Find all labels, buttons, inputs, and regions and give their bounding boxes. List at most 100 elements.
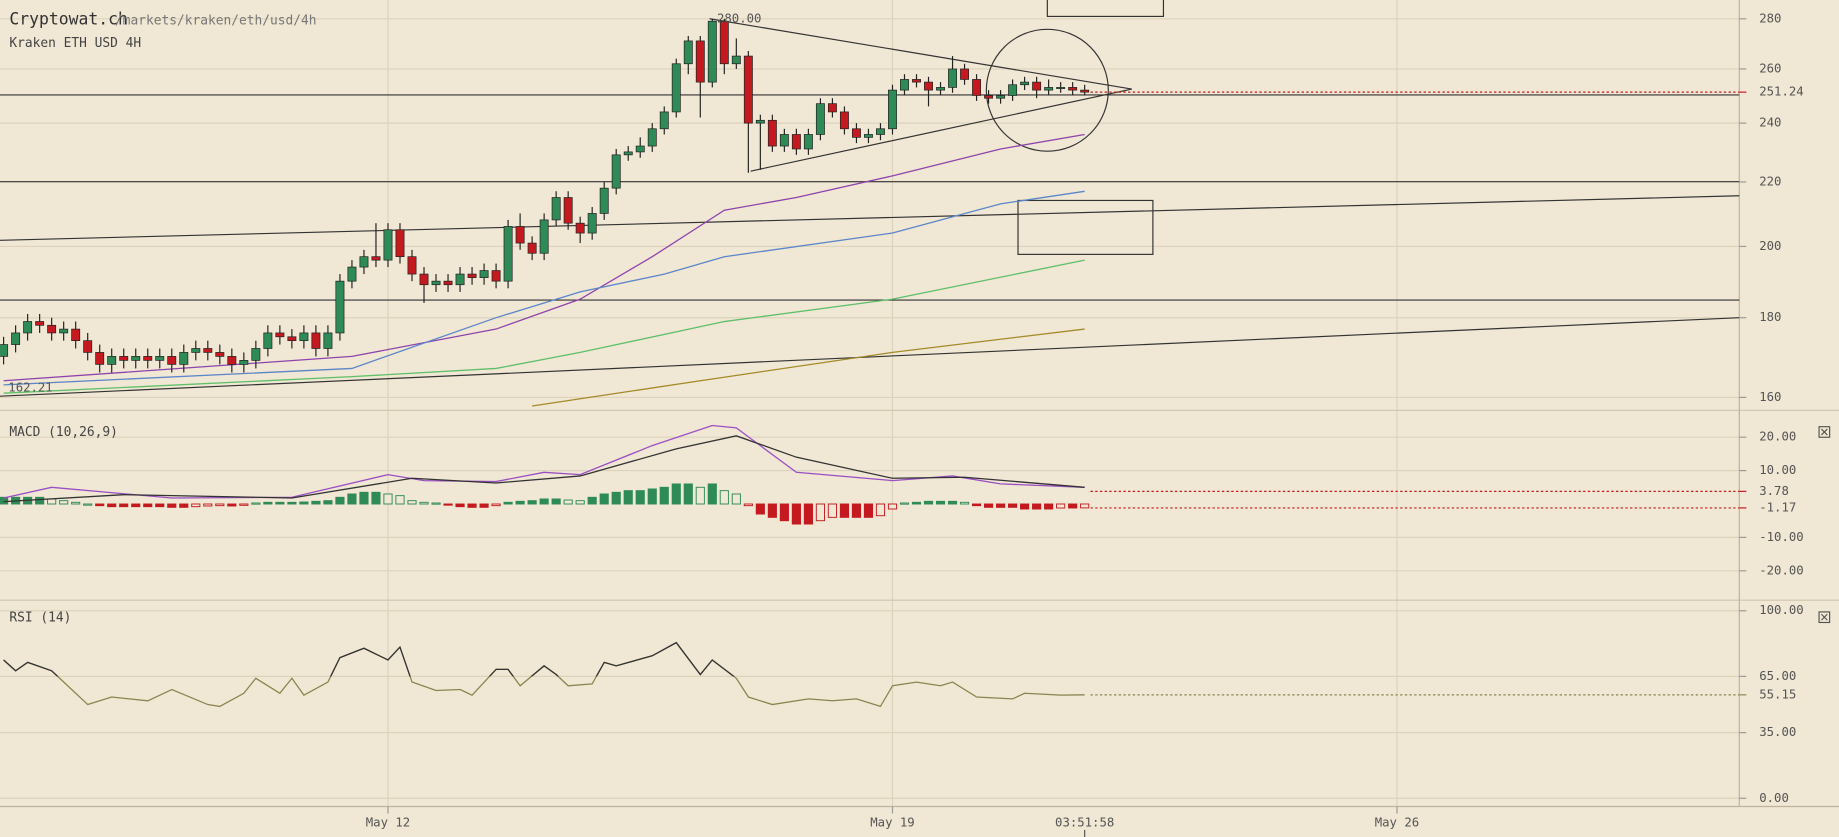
candle-body — [876, 128, 885, 135]
histogram-bar — [59, 500, 69, 505]
histogram-bar — [983, 503, 994, 508]
histogram-bar — [623, 490, 633, 505]
candle-body — [299, 332, 309, 342]
candle-body — [743, 55, 753, 124]
candle-body — [35, 321, 45, 326]
candle-body — [491, 270, 501, 282]
candle-body — [707, 20, 717, 83]
histogram-bar — [371, 491, 381, 505]
histogram-bar — [215, 503, 225, 507]
histogram-bar — [287, 501, 297, 505]
histogram-bar — [119, 503, 129, 508]
histogram-bar — [71, 501, 81, 505]
candle-body — [515, 226, 525, 244]
candle-body — [527, 242, 537, 254]
y-tick-label: 200 — [1759, 239, 1781, 253]
close-button-icon[interactable] — [1820, 428, 1828, 436]
candle-body — [395, 229, 405, 258]
histogram-bar — [839, 503, 850, 518]
histogram-bar — [551, 498, 561, 505]
candle-body — [815, 103, 825, 135]
candle-body — [960, 68, 970, 80]
candle-body — [984, 95, 994, 99]
rectangle-drawing — [1017, 199, 1154, 255]
close-button-box[interactable] — [1818, 426, 1831, 438]
candle-body — [599, 187, 609, 214]
histogram-bar — [419, 501, 429, 505]
close-button[interactable] — [1818, 426, 1831, 438]
close-button-box[interactable] — [1818, 611, 1831, 624]
histogram-bar — [95, 503, 105, 507]
close-button-icon[interactable] — [1820, 613, 1828, 621]
histogram-bar — [971, 503, 982, 507]
histogram-bar — [155, 503, 165, 508]
candle-body — [47, 324, 57, 334]
histogram-bar — [443, 503, 453, 506]
histogram-bar — [263, 501, 273, 505]
candle-body — [779, 134, 789, 147]
trend-line — [0, 195, 1740, 241]
candle-body — [803, 134, 813, 150]
circle-drawing — [985, 28, 1109, 152]
candle-body — [287, 336, 297, 342]
candle-body — [443, 280, 453, 286]
candle-body — [83, 340, 93, 353]
candle-body — [1008, 84, 1018, 96]
pane-title: MACD (10,26,9) — [9, 425, 118, 440]
y-tick-label: 280 — [1759, 11, 1781, 25]
candle-body — [611, 154, 621, 189]
indicator-line — [532, 328, 1085, 407]
candle-body — [851, 128, 861, 138]
candle-body — [239, 360, 249, 365]
histogram-bar — [455, 503, 465, 508]
histogram-bar — [47, 498, 57, 505]
candle-body — [179, 352, 189, 365]
market-name: Kraken ETH USD 4H — [9, 36, 141, 51]
histogram-bar — [323, 500, 333, 505]
histogram-bar — [383, 493, 393, 505]
histogram-bar — [1056, 503, 1066, 509]
y-tick-label: 65.00 — [1759, 669, 1796, 683]
y-tick-label: 0.00 — [1759, 791, 1789, 805]
close-button[interactable] — [1818, 611, 1831, 624]
histogram-bar — [0, 496, 9, 505]
candle-body — [359, 256, 369, 268]
annotation: 162.21 — [8, 381, 52, 395]
drawings — [0, 0, 1740, 397]
candle-body — [623, 151, 633, 156]
histogram-bar — [899, 502, 910, 505]
candle-body — [107, 356, 117, 365]
candle-body — [635, 145, 645, 153]
histogram-bar — [779, 503, 789, 522]
candle-body — [671, 63, 681, 113]
histogram-bar — [239, 503, 249, 506]
histogram-bar — [911, 501, 922, 505]
marks: May 12 May 19 May 26 160 180 200 220 240 260 280 2… — [0, 11, 1804, 837]
triangle-line — [750, 88, 1132, 172]
candle-body — [311, 332, 321, 349]
histogram-bar — [683, 483, 693, 505]
candle-body — [791, 134, 801, 150]
histogram-bar — [719, 490, 729, 505]
histogram-bar — [347, 493, 357, 505]
y-tick-label: 180 — [1759, 310, 1781, 324]
histogram-bar — [887, 503, 898, 510]
candle-body — [1068, 87, 1078, 91]
histogram-bar — [1008, 503, 1018, 508]
histogram-bar — [863, 503, 874, 518]
candle-body — [924, 81, 933, 91]
candle-body — [323, 332, 333, 349]
pane-title: RSI (14) — [9, 610, 71, 625]
candle-body — [767, 119, 777, 147]
candle-body — [131, 356, 141, 361]
rsi-line — [3, 641, 1085, 708]
y-tick-label: 20.00 — [1759, 430, 1796, 444]
histogram-bar — [515, 500, 525, 505]
histogram-bar — [539, 498, 549, 505]
current-value-label: 3.78 — [1759, 484, 1789, 498]
y-tick-label: 260 — [1759, 61, 1781, 75]
x-tick-label: May 12 — [366, 815, 410, 829]
